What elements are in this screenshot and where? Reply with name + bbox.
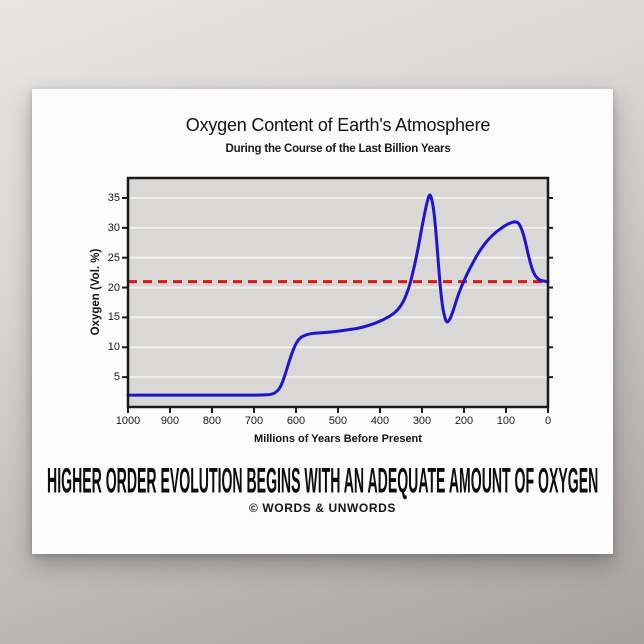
x-tick-label: 500 [328,415,348,427]
x-tick-label: 900 [160,415,180,427]
x-axis-label: Millions of Years Before Present [254,433,422,445]
poster: Oxygen Content of Earth's Atmosphere Dur… [32,89,613,554]
x-tick-label: 400 [370,415,390,427]
y-tick-label: 30 [107,221,120,234]
y-tick-label: 15 [107,311,120,324]
copyright-credit: © WORDS & UNWORDS [248,501,397,515]
y-tick-label: 5 [113,371,120,384]
y-tick-label: 25 [107,251,120,264]
oxygen-curve [126,193,550,397]
poster-headline: HIGHER ORDER EVOLUTION BEGINS WITH AN AD… [32,459,613,501]
y-tick-label: 20 [107,281,120,294]
x-tick-label: 100 [496,415,516,427]
x-tick-label: 200 [454,415,474,427]
x-tick-label: 700 [244,415,264,427]
x-tick-label: 800 [202,415,222,427]
chart-title: Oxygen Content of Earth's Atmosphere [185,115,491,135]
y-axis-label: Oxygen (Vol. %) [90,248,102,336]
x-tick-label: 0 [544,415,552,427]
x-tick-label: 600 [286,415,306,427]
poster-headline-text: HIGHER ORDER EVOLUTION BEGINS WITH AN AD… [46,459,599,501]
y-tick-label: 35 [107,192,120,204]
y-tick-label: 10 [107,341,120,354]
plot-svg [122,176,553,413]
chart-subtitle: During the Course of the Last Billion Ye… [225,143,451,155]
x-tick-label: 300 [412,415,432,427]
plot-background [128,178,548,407]
x-tick-label: 1000 [115,415,141,427]
